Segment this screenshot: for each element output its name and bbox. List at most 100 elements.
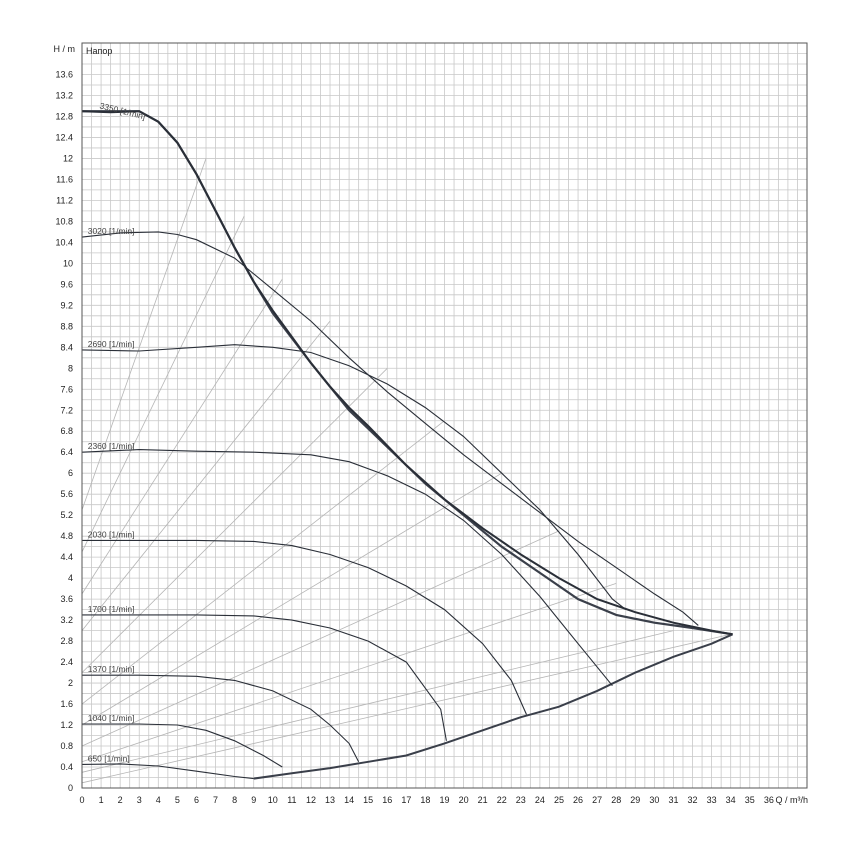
y-tick-label: 2: [68, 678, 73, 688]
y-tick-label: 0.4: [60, 762, 73, 772]
x-tick-label: 9: [251, 795, 256, 805]
speed-curve-label: 2360 [1/min]: [88, 441, 135, 451]
speed-curve-line: [81, 763, 254, 780]
x-tick-label: 32: [688, 795, 698, 805]
speed-curve-label: 2690 [1/min]: [88, 339, 135, 349]
y-tick-label: 13.2: [55, 90, 73, 100]
speed-curve-label: 2030 [1/min]: [88, 529, 135, 539]
min-speed-envelope-line: [253, 633, 734, 780]
x-tick-label: 6: [194, 795, 199, 805]
y-tick-label: 4.4: [60, 552, 73, 562]
y-tick-label: 11.6: [56, 174, 73, 184]
efficiency-line: [81, 278, 283, 595]
x-tick-label: 7: [213, 795, 218, 805]
y-tick-label: 1.2: [60, 720, 73, 730]
x-tick-label: 19: [439, 795, 449, 805]
y-tick-label: 10: [63, 258, 73, 268]
x-tick-label: 0: [79, 795, 84, 805]
x-tick-label: 22: [497, 795, 507, 805]
x-tick-label: 2: [118, 795, 123, 805]
y-tick-label: 6.8: [60, 426, 73, 436]
y-tick-label: 8.4: [60, 342, 73, 352]
efficiency-line: [81, 368, 388, 673]
speed-curves: [81, 110, 733, 780]
x-tick-label: 15: [363, 795, 373, 805]
speed-curve-line: [82, 539, 528, 715]
y-tick-label: 8.8: [60, 321, 73, 331]
y-tick-label: 12.8: [55, 111, 73, 121]
y-tick-label: 10.4: [55, 237, 73, 247]
y-tick-label: 7.6: [60, 384, 73, 394]
x-tick-label: 33: [707, 795, 717, 805]
y-tick-label: 3.2: [60, 615, 73, 625]
speed-curve-line: [81, 231, 699, 626]
y-tick-label: 0: [68, 783, 73, 793]
efficiency-line: [81, 215, 245, 553]
y-tick-label: 7.2: [60, 405, 73, 415]
x-tick-label: 3: [137, 795, 142, 805]
x-tick-label: 18: [420, 795, 430, 805]
efficiency-line: [81, 472, 502, 726]
y-axis-ticks: 0 0.4 0.8 1.2 1.6 2 2.4 2.8 3.2 3.6 4 4.4 4.8 5.2 5.6 6…: [55, 69, 73, 793]
y-tick-label: 3.6: [60, 594, 73, 604]
speed-curve-line: [82, 614, 447, 741]
x-tick-label: 17: [401, 795, 411, 805]
y-tick-label: 2.8: [60, 636, 73, 646]
y-tick-label: 5.2: [60, 510, 73, 520]
chart-title: Напор: [86, 46, 112, 56]
y-tick-label: 4: [68, 573, 73, 583]
y-tick-label: 2.4: [60, 657, 73, 667]
x-tick-label: 23: [516, 795, 526, 805]
efficiency-line: [81, 583, 617, 763]
y-tick-label: 8: [68, 363, 73, 373]
y-tick-label: 9.2: [60, 300, 73, 310]
speed-curve-label: 1700 [1/min]: [88, 604, 135, 614]
x-tick-label: 21: [478, 795, 488, 805]
y-tick-label: 13.6: [55, 69, 73, 79]
x-tick-label: 8: [232, 795, 237, 805]
efficiency-lines: [81, 158, 731, 784]
x-tick-label: 24: [535, 795, 545, 805]
x-tick-label: 34: [726, 795, 736, 805]
y-tick-label: 12: [63, 153, 73, 163]
x-tick-label: 28: [611, 795, 621, 805]
x-tick-label: 27: [592, 795, 602, 805]
x-tick-label: 12: [306, 795, 316, 805]
y-tick-label: 11.2: [56, 195, 73, 205]
efficiency-line: [81, 530, 560, 747]
x-tick-label: 11: [287, 795, 296, 805]
efficiency-line: [81, 420, 445, 705]
y-tick-label: 5.6: [60, 489, 73, 499]
speed-curve-label: 3020 [1/min]: [88, 226, 135, 236]
x-tick-label: 35: [745, 795, 755, 805]
y-tick-label: 1.6: [60, 699, 73, 709]
y-axis-label: H / m: [54, 44, 76, 54]
y-tick-label: 9.6: [60, 279, 73, 289]
efficiency-line: [81, 630, 674, 773]
speed-curve-label: 1370 [1/min]: [88, 664, 135, 674]
speed-curve-label: 650 [1/min]: [88, 753, 130, 763]
x-tick-label: 13: [325, 795, 335, 805]
x-tick-label: 25: [554, 795, 564, 805]
x-tick-label: 26: [573, 795, 583, 805]
y-tick-label: 10.8: [55, 216, 73, 226]
x-tick-label: 5: [175, 795, 180, 805]
speed-curve-line: [81, 344, 627, 611]
x-tick-label: 1: [99, 795, 104, 805]
efficiency-line: [81, 633, 731, 784]
x-tick-label: 10: [268, 795, 278, 805]
efficiency-line: [81, 320, 331, 631]
y-tick-label: 4.8: [60, 531, 73, 541]
speed-curve-line: [81, 449, 613, 687]
y-tick-label: 6.4: [60, 447, 73, 457]
x-tick-label: 14: [344, 795, 354, 805]
x-tick-label: 4: [156, 795, 161, 805]
plot-frame: [81, 42, 808, 789]
x-axis-ticks: 0 1 2 3 4 5 6 7 8 9 10 11 12 13 14 15 16 17 18 19 20 21 22 23 24…: [79, 795, 773, 805]
y-tick-label: 12.4: [55, 132, 73, 142]
x-tick-label: 31: [668, 795, 678, 805]
x-tick-label: 20: [459, 795, 469, 805]
x-tick-label: 29: [630, 795, 640, 805]
